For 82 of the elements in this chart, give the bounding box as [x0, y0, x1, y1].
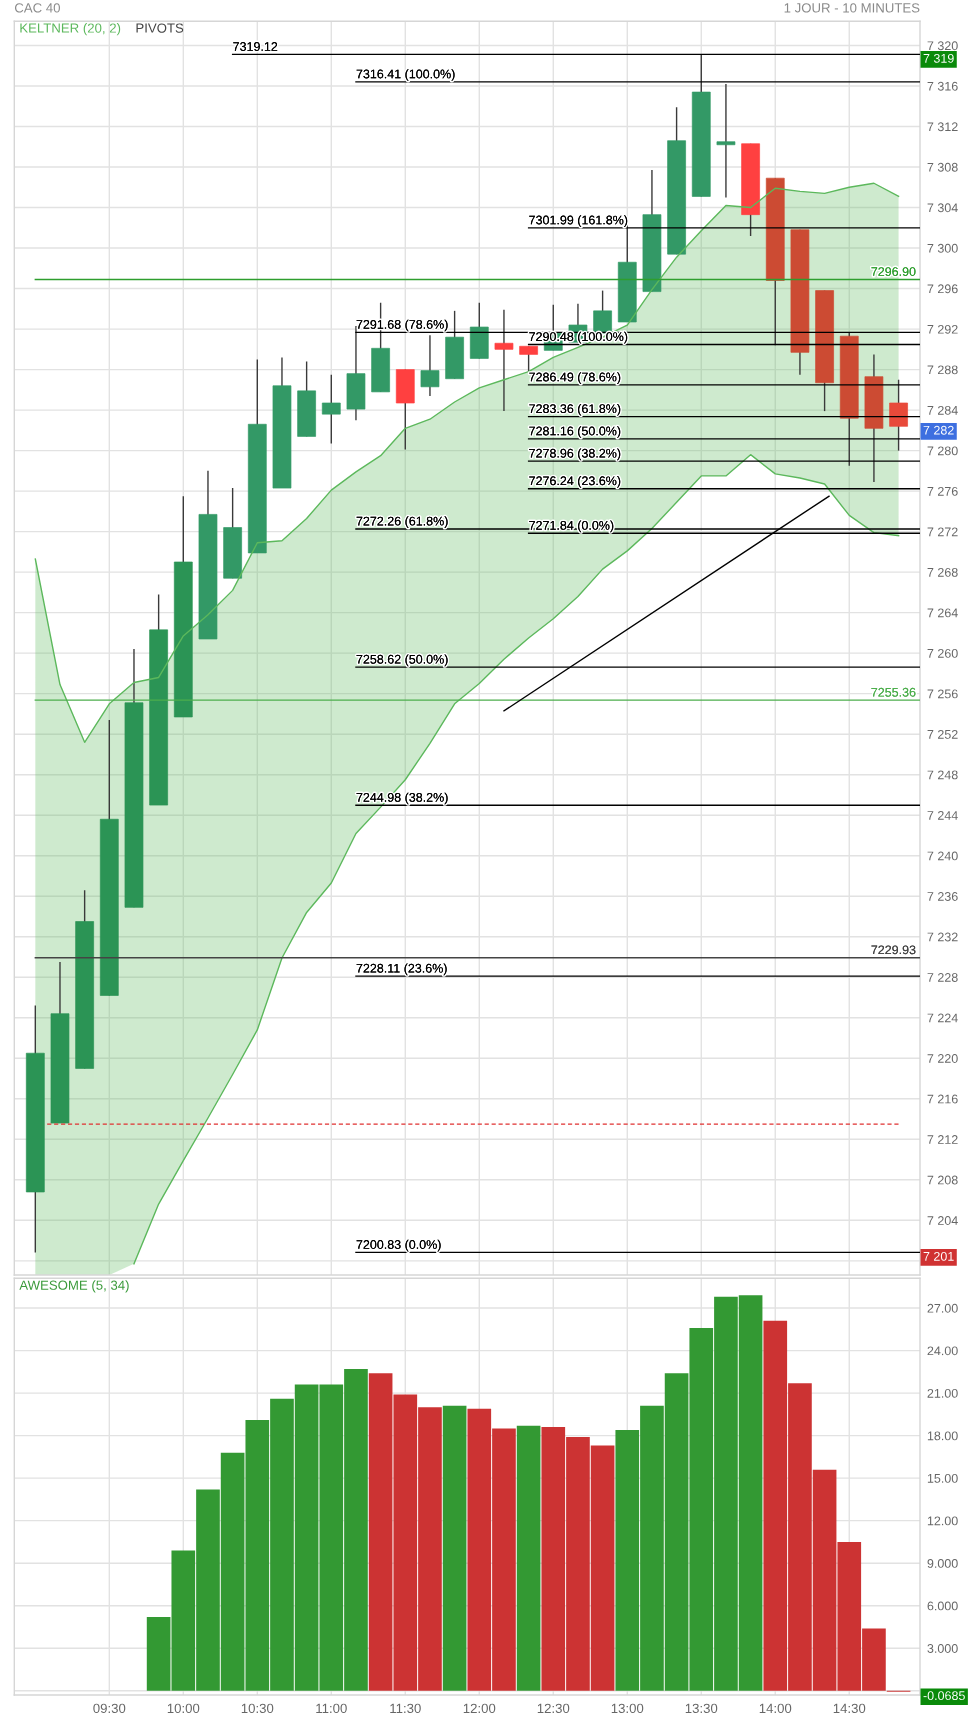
- y-tick-label: 7 268: [927, 567, 958, 577]
- candlestick: [494, 309, 514, 412]
- y-tick-label: 7 284: [927, 405, 958, 415]
- y-tick-label: 7 204: [927, 1216, 958, 1225]
- x-tick-label: 12:30: [537, 1703, 570, 1714]
- annotation: 7316.41 (100.0%): [356, 69, 455, 81]
- y-tick-label: 7 304: [927, 203, 958, 213]
- y-tick-label: 7 240: [927, 851, 958, 861]
- y-tick-label: 7 260: [927, 648, 958, 658]
- annotation: 7255.36: [871, 687, 916, 697]
- y-tick-label: 7 216: [927, 1094, 958, 1104]
- y-tick-label: 7 228: [927, 973, 958, 982]
- y-tick-label: 15.00: [927, 1473, 958, 1483]
- annotation: 7244.98 (38.2%): [356, 792, 448, 805]
- annotation: 7228.11 (23.6%): [356, 963, 447, 976]
- annotation: 7200.83 (0.0%): [356, 1239, 441, 1252]
- y-tick-label: 7 276: [927, 486, 958, 496]
- y-tick-label: 7 256: [927, 689, 958, 699]
- annotation: 7258.62 (50.0%): [356, 654, 448, 667]
- text: PIVOTS: [136, 23, 184, 33]
- y-tick-label: 7 316: [927, 81, 958, 91]
- y-tick-label: 7 308: [927, 162, 958, 172]
- annotation: 7296.90: [871, 267, 916, 276]
- y-tick-label: 7 232: [927, 932, 958, 942]
- chart-subtitle: 1 JOUR - 10 MINUTES: [784, 3, 920, 13]
- annotation: 7272.26 (61.8%): [356, 516, 448, 528]
- y-tick-label: 7 224: [927, 1013, 958, 1023]
- candlestick: [716, 83, 736, 199]
- x-tick-label: 09:30: [93, 1703, 126, 1714]
- x-tick-label: 14:30: [833, 1703, 866, 1714]
- y-tick-label: 9.000: [927, 1558, 958, 1568]
- candlestick: [321, 373, 341, 445]
- y-tick-label: 7 300: [927, 243, 958, 253]
- y-tick-label: 6.000: [927, 1601, 958, 1611]
- annotation: 7286.49 (78.6%): [529, 372, 621, 384]
- x-tick-label: 11:00: [316, 1703, 347, 1714]
- candlestick: [889, 379, 908, 452]
- chart-title: AWESOME (5, 34): [19, 1280, 129, 1293]
- y-tick-label: 7 264: [927, 608, 958, 618]
- bar: [442, 1405, 467, 1691]
- annotation: 7278.96 (38.2%): [529, 448, 621, 461]
- bar: [516, 1425, 541, 1691]
- annotation: 7229.93: [871, 945, 916, 955]
- text: KELTNER (20, 2): [20, 23, 121, 36]
- y-tick-label: 7 244: [927, 811, 958, 820]
- annotation: -0.0685: [923, 1691, 965, 1701]
- y-tick-label: 7 248: [927, 770, 958, 780]
- y-tick-label: 7 208: [927, 1175, 958, 1185]
- y-tick-label: 7 220: [927, 1054, 958, 1063]
- annotation: 7301.99 (161.8%): [529, 215, 628, 227]
- x-tick-label: 10:30: [241, 1703, 274, 1714]
- annotation: 7283.36 (61.8%): [529, 403, 621, 416]
- x-tick-label: 12:00: [463, 1703, 496, 1714]
- y-tick-label: 7 296: [927, 284, 958, 294]
- x-tick-label: 10:00: [167, 1703, 200, 1714]
- chart-title: CAC 40: [14, 3, 60, 13]
- y-tick-label: 7 320: [927, 41, 958, 51]
- y-tick-label: 27.00: [927, 1303, 958, 1313]
- y-tick-label: 7 252: [927, 729, 958, 739]
- annotation: 7 201: [923, 1251, 954, 1261]
- x-tick-label: 13:00: [611, 1703, 644, 1714]
- y-tick-label: 7 236: [927, 892, 958, 901]
- y-tick-label: 7 292: [927, 324, 958, 334]
- y-tick-label: 3.000: [927, 1644, 958, 1653]
- y-tick-label: 7 212: [927, 1135, 958, 1144]
- y-tick-label: 7 288: [927, 365, 958, 375]
- y-tick-label: 7 272: [927, 527, 958, 537]
- y-tick-label: 7 312: [927, 122, 958, 132]
- y-tick-label: 21.00: [927, 1388, 958, 1398]
- annotation: 7319.12: [233, 42, 278, 51]
- y-tick-label: 12.00: [927, 1516, 958, 1526]
- x-tick-label: 14:00: [759, 1703, 792, 1714]
- x-tick-label: 13:30: [685, 1703, 718, 1714]
- y-tick-label: 7 280: [927, 446, 958, 456]
- candlestick: [420, 334, 440, 397]
- annotation: 7281.16 (50.0%): [529, 426, 621, 438]
- annotation: 7276.24 (23.6%): [529, 476, 621, 488]
- annotation: 7 282: [923, 425, 954, 435]
- x-tick-label: 11:30: [390, 1703, 421, 1714]
- y-tick-label: 18.00: [927, 1431, 958, 1441]
- y-tick-label: 24.00: [927, 1346, 958, 1356]
- annotation: 7 319: [923, 53, 954, 63]
